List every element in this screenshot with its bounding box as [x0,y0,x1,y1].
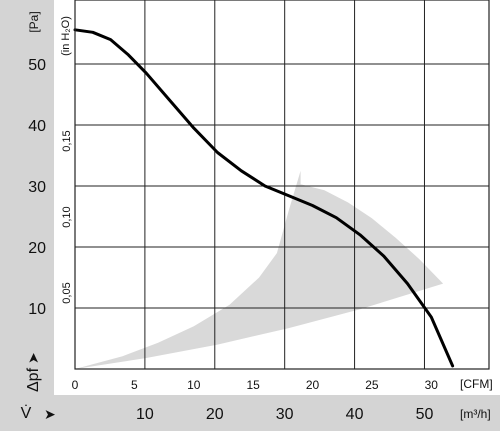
y-secondary-tick-label-0: 0,05 [61,282,73,303]
x-axis-arrow: ➤ [44,406,56,422]
x-tick-label-cfm-2: 10 [187,378,201,392]
performance-curve [73,28,455,368]
y-unit-label: [Pa] [27,11,41,32]
y-axis-arrow: ➤ [25,352,41,364]
x-tick-label-cfm-3: 15 [246,378,260,392]
bottom-label-band [0,395,500,431]
y-axis-label: Δpf [25,367,42,392]
y-tick-label-3: 40 [28,118,46,135]
x-axis-label: V̇ [21,404,32,422]
x-tick-labels-cfm: 0 5 10 15 20 25 30 [72,378,439,392]
operating-region [75,170,444,369]
x-tick-label-cfm-4: 20 [306,378,320,392]
y-secondary-tick-label-1: 0,10 [61,206,73,227]
y-tick-label-0: 10 [28,301,46,318]
y-secondary-tick-labels: 0,05 0,10 0,15 [61,130,73,303]
x-tick-labels-m3h: 10 20 30 40 50 [136,406,433,423]
left-label-band [0,0,54,431]
x-tick-label-m3h-3: 40 [346,406,364,423]
x-tick-label-cfm-1: 5 [131,378,138,392]
x-tick-label-cfm-6: 30 [425,378,439,392]
y-tick-label-2: 30 [28,179,46,196]
x-unit-cfm-label: [CFM] [460,377,493,391]
y-secondary-unit-label: (in H₂O) [60,16,72,56]
x-tick-label-cfm-0: 0 [72,378,79,392]
grid [75,0,489,369]
y-tick-label-1: 20 [28,240,46,257]
y-secondary-tick-label-2: 0,15 [61,130,73,151]
x-tick-label-cfm-5: 25 [365,378,379,392]
x-tick-label-m3h-4: 50 [416,406,434,423]
x-tick-label-m3h-1: 20 [206,406,224,423]
plot-border [74,0,490,370]
x-tick-label-m3h-0: 10 [136,406,154,423]
x-tick-label-m3h-2: 30 [276,406,294,423]
x-unit-m3h-label: [m³/h] [460,407,491,421]
y-tick-label-4: 50 [28,57,46,74]
y-tick-labels: 10 20 30 40 50 [28,57,46,318]
